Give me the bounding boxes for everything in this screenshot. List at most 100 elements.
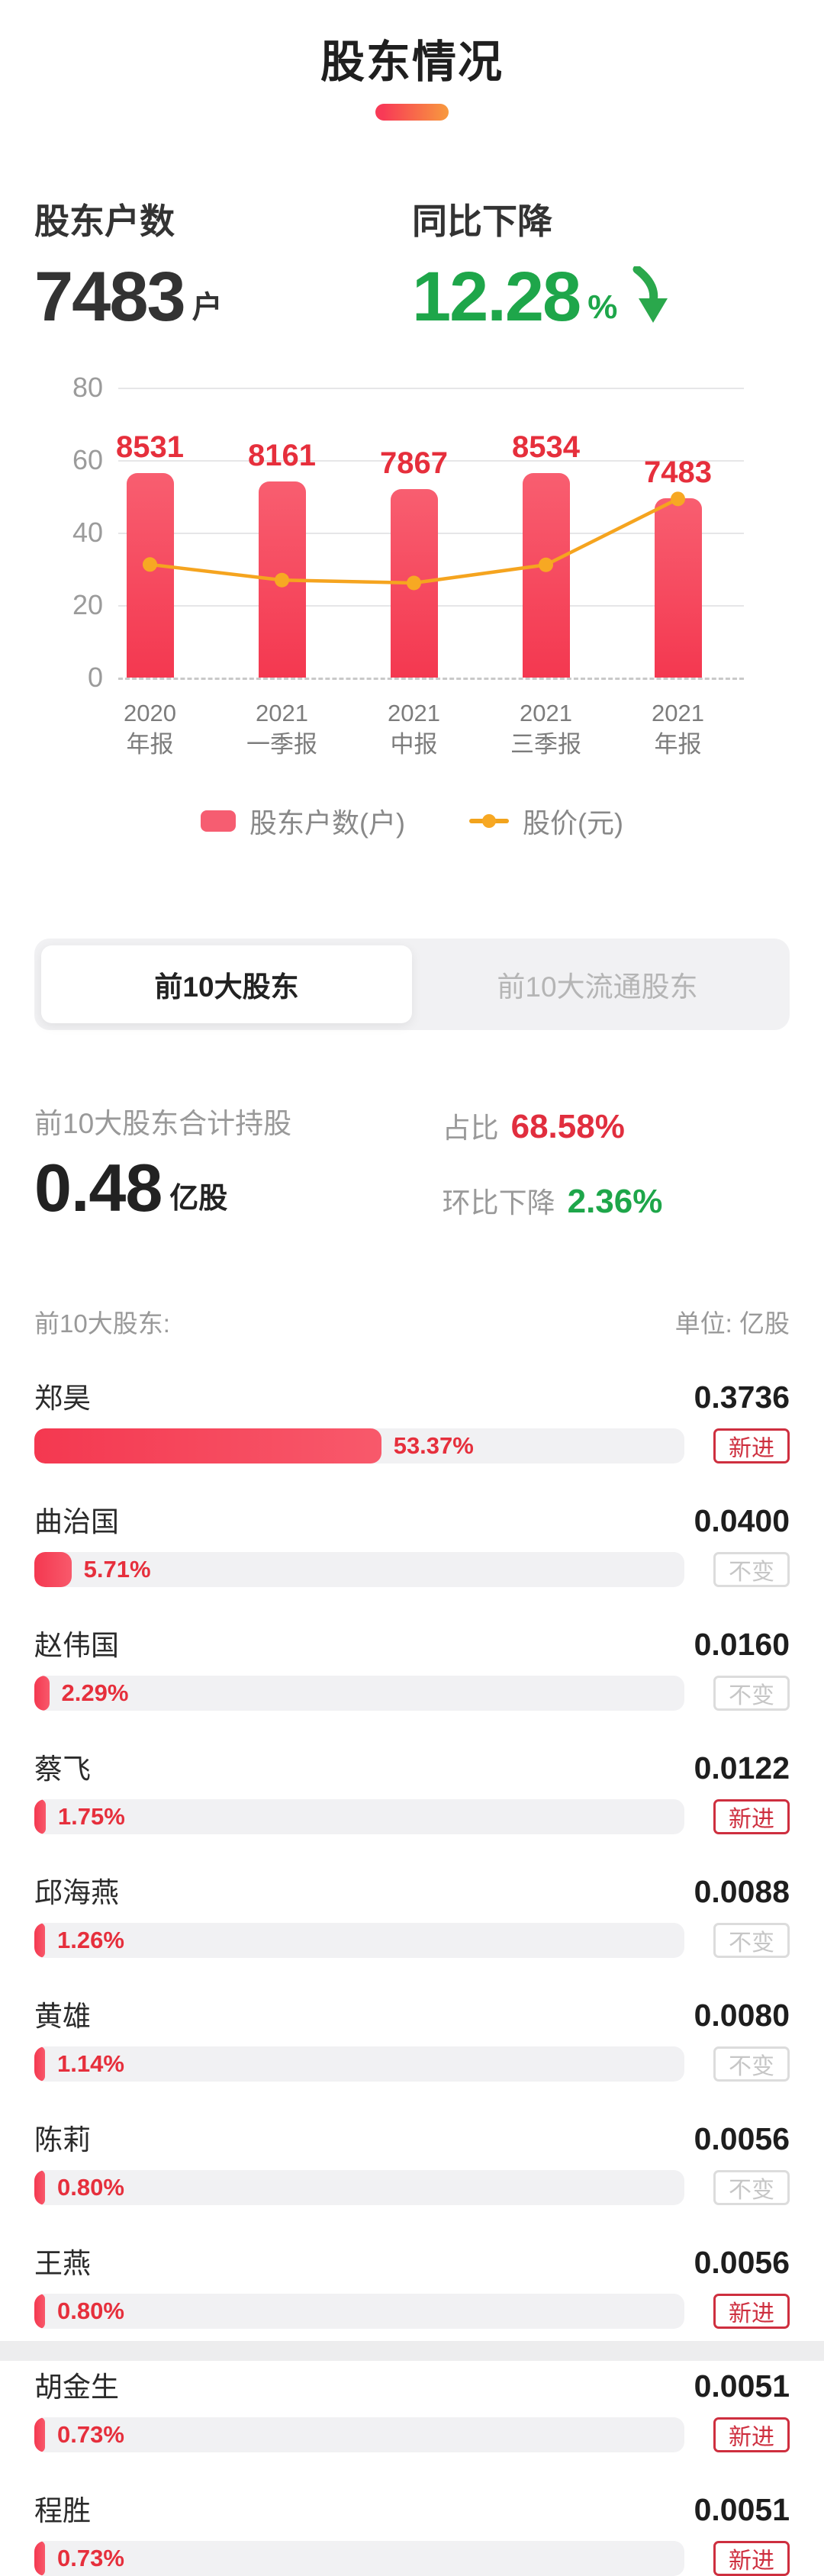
bar-value-label: 8534 xyxy=(512,430,580,464)
gridline-80 xyxy=(118,388,744,389)
bar-value-label: 7867 xyxy=(380,446,448,480)
shareholder-holding-value: 0.3736 xyxy=(694,1380,790,1415)
shareholder-name: 曲治国 xyxy=(34,1506,119,1538)
shareholder-name: 陈莉 xyxy=(34,2124,91,2156)
ratio-label: 占比 xyxy=(442,1113,499,1144)
holding-percent-track: 0.80% xyxy=(34,2294,684,2329)
holders-bar xyxy=(654,497,702,678)
title-accent-bar xyxy=(375,104,449,121)
bar-value-label: 7483 xyxy=(644,455,712,489)
holding-percent-label: 2.29% xyxy=(61,1679,129,1706)
status-badge-new: 新进 xyxy=(713,2417,790,2452)
line-series-swatch xyxy=(469,810,509,832)
shareholder-name: 邱海燕 xyxy=(34,1877,119,1908)
shareholder-name: 程胜 xyxy=(34,2495,91,2526)
holding-percent-label: 5.71% xyxy=(83,1556,151,1583)
list-header: 前10大股东: 单位: 亿股 xyxy=(34,1303,790,1340)
shareholder-row: 黄雄 0.0080 1.14% 不变 xyxy=(34,1993,790,2082)
tab-top10-shareholders[interactable]: 前10大股东 xyxy=(41,945,412,1023)
shareholder-row: 陈莉 0.0056 0.80% 不变 xyxy=(34,2117,790,2205)
status-badge-unchanged: 不变 xyxy=(713,1552,790,1587)
holding-percent-fill xyxy=(34,2294,45,2329)
status-badge-new: 新进 xyxy=(713,2294,790,2329)
y-axis-tick: 60 xyxy=(72,444,103,475)
holding-percent-fill xyxy=(34,1923,45,1958)
shareholder-holding-value: 0.0122 xyxy=(694,1750,790,1785)
holding-percent-fill xyxy=(34,1799,46,1834)
y-axis-tick: 80 xyxy=(72,372,103,403)
holding-percent-fill xyxy=(34,1676,50,1711)
yoy-change-stat: 同比下降 12.28 % xyxy=(412,194,790,336)
list-header-title: 前10大股东: xyxy=(34,1309,170,1338)
yoy-change-label: 同比下降 xyxy=(412,201,552,241)
y-axis-tick: 40 xyxy=(72,517,103,548)
x-axis-label: 2021 三季报 xyxy=(510,700,581,758)
holding-percent-label: 53.37% xyxy=(393,1432,474,1459)
holding-percent-track: 0.80% xyxy=(34,2170,684,2205)
shareholder-holding-value: 0.0051 xyxy=(694,2368,790,2404)
shareholder-row: 程胜 0.0051 0.73% 新进 xyxy=(34,2487,790,2576)
holders-bar xyxy=(258,481,306,678)
chart-legend: 股东户数(户) 股价(元) xyxy=(34,801,790,841)
holders-count-unit: 户 xyxy=(192,291,223,324)
yoy-change-unit: % xyxy=(587,288,618,326)
gridline-0 xyxy=(118,678,744,680)
shareholder-list: 郑昊 0.3736 53.37% 新进 曲治国 0.0400 5.71% 不变 赵伟国 0.016… xyxy=(34,1375,790,2576)
status-badge-unchanged: 不变 xyxy=(713,1676,790,1711)
holding-percent-label: 0.80% xyxy=(57,2174,124,2201)
gridline-60 xyxy=(118,460,744,462)
tab-top10-float-shareholders[interactable]: 前10大流通股东 xyxy=(497,971,698,1003)
holding-percent-fill xyxy=(34,1552,72,1587)
yoy-change-value: 12.28 xyxy=(412,258,581,336)
total-holdings-value: 0.48 xyxy=(34,1150,163,1225)
shareholder-row: 邱海燕 0.0088 1.26% 不变 xyxy=(34,1869,790,1958)
holding-percent-track: 5.71% xyxy=(34,1552,684,1587)
shareholder-holding-value: 0.0160 xyxy=(694,1627,790,1662)
holding-percent-label: 0.80% xyxy=(57,2297,124,2324)
mom-change-value: 2.36% xyxy=(567,1183,663,1220)
holding-percent-track: 0.73% xyxy=(34,2541,684,2576)
shareholder-holding-value: 0.0088 xyxy=(694,1874,790,1909)
status-badge-unchanged: 不变 xyxy=(713,2046,790,2082)
mom-change-label: 环比下降 xyxy=(442,1187,555,1219)
status-badge-unchanged: 不变 xyxy=(713,2170,790,2205)
status-badge-new: 新进 xyxy=(713,2541,790,2576)
shareholder-name: 郑昊 xyxy=(34,1383,91,1414)
holding-percent-fill xyxy=(34,2541,45,2576)
legend-item-holders: 股东户数(户) xyxy=(201,801,405,841)
page-title: 股东情况 xyxy=(320,37,504,87)
holding-percent-track: 53.37% xyxy=(34,1428,684,1463)
holding-percent-track: 1.14% xyxy=(34,2046,684,2082)
shareholder-name: 蔡飞 xyxy=(34,1753,91,1785)
status-badge-new: 新进 xyxy=(713,1799,790,1834)
holding-percent-fill xyxy=(34,1428,381,1463)
shareholder-holding-value: 0.0051 xyxy=(694,2492,790,2527)
holders-chart: 80 60 40 20 0 8531 8161 7867 8534 7483 2020 年报 2021 一… xyxy=(34,372,790,784)
total-holdings-label: 前10大股东合计持股 xyxy=(34,1108,292,1139)
holding-percent-track: 1.75% xyxy=(34,1799,684,1834)
holding-percent-fill xyxy=(34,2046,45,2082)
holders-bar xyxy=(390,488,438,678)
list-header-unit: 单位: 亿股 xyxy=(674,1309,790,1338)
bar-series-swatch xyxy=(201,810,237,832)
holding-percent-label: 1.26% xyxy=(57,1927,124,1953)
legend-label: 股价(元) xyxy=(523,807,623,839)
bar-value-label: 8161 xyxy=(248,439,316,473)
shareholder-tabs: 前10大股东 前10大流通股东 xyxy=(34,939,790,1030)
down-arrow-icon xyxy=(628,265,671,330)
shareholder-row: 郑昊 0.3736 53.37% 新进 xyxy=(34,1375,790,1463)
shareholder-row: 王燕 0.0056 0.80% 新进 xyxy=(34,2240,790,2329)
legend-label: 股东户数(户) xyxy=(249,807,405,839)
holding-percent-track: 0.73% xyxy=(34,2417,684,2452)
holders-count-stat: 股东户数 7483 户 xyxy=(34,194,412,336)
shareholder-row: 胡金生 0.0051 0.73% 新进 xyxy=(34,2364,790,2452)
status-badge-new: 新进 xyxy=(713,1428,790,1463)
holders-count-value: 7483 xyxy=(34,258,186,336)
bar-value-label: 8531 xyxy=(116,430,184,464)
holding-percent-label: 1.75% xyxy=(57,1803,125,1830)
top-stats: 股东户数 7483 户 同比下降 12.28 % xyxy=(34,194,790,336)
holders-bar xyxy=(126,472,174,678)
shareholder-row: 赵伟国 0.0160 2.29% 不变 xyxy=(34,1622,790,1711)
status-badge-unchanged: 不变 xyxy=(713,1923,790,1958)
y-axis-tick: 0 xyxy=(87,662,103,693)
